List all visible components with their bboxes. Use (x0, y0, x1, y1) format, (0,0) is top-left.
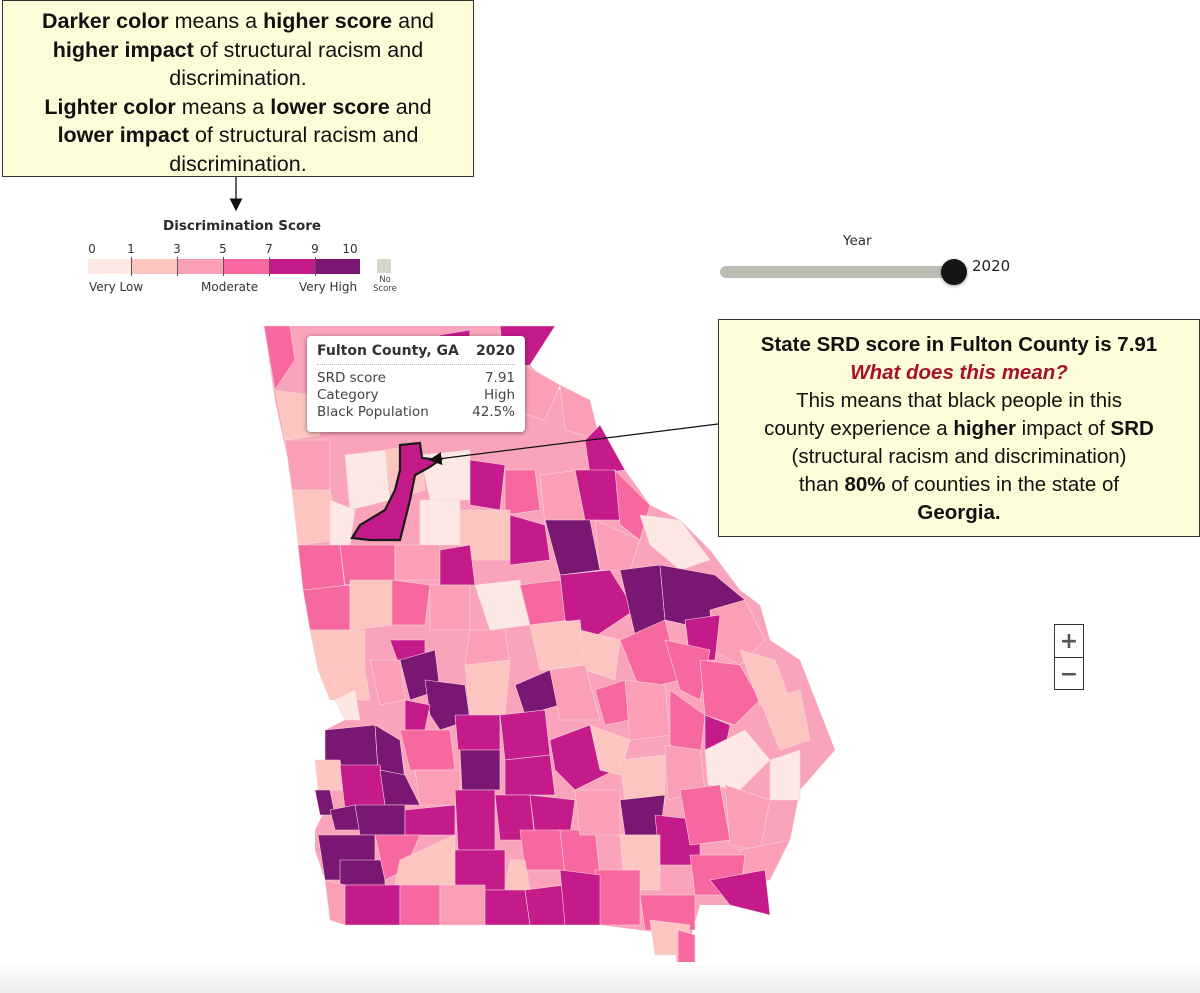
year-slider-value: 2020 (972, 257, 1011, 275)
legend-swatch-low (131, 259, 177, 274)
legend-category-very-low: Very Low (89, 280, 144, 294)
legend-swatch-high (269, 259, 315, 274)
legend-tick: 3 (173, 242, 181, 256)
tooltip-row: Black Population 42.5% (317, 404, 515, 421)
callout-bold: SRD (1110, 417, 1154, 440)
tooltip-value: 7.91 (484, 370, 515, 386)
legend-tick: 5 (219, 242, 227, 256)
callout-text: of structural racism and (189, 123, 419, 147)
tooltip-header: Fulton County, GA 2020 (317, 343, 515, 365)
callout-bold: Georgia. (917, 501, 1001, 524)
callout-text: than (798, 473, 845, 496)
legend-title: Discrimination Score (163, 218, 322, 234)
legend-tick-mark (177, 257, 178, 276)
legend-tick-mark (315, 257, 316, 276)
tooltip-year: 2020 (476, 343, 515, 359)
legend-swatch-very-high (315, 259, 360, 274)
county-tooltip: Fulton County, GA 2020 SRD score 7.91 Ca… (307, 336, 525, 432)
info-pointer-arrow (428, 423, 719, 465)
tooltip-county-name: Fulton County, GA (317, 343, 459, 359)
tooltip-value: High (483, 387, 515, 403)
tooltip-row: Category High (317, 387, 515, 404)
callout-text: means a (168, 9, 264, 33)
callout-text: and (389, 94, 432, 119)
callout-text: This means that black people in this (796, 389, 1122, 412)
legend-tick: 1 (127, 242, 135, 256)
tooltip-label: Category (317, 387, 379, 403)
callout-bold: higher (953, 417, 1016, 440)
year-slider-title: Year (843, 233, 872, 249)
callout-bold: Darker color (42, 9, 169, 33)
year-slider-track[interactable] (720, 266, 956, 278)
tooltip-label: SRD score (317, 370, 386, 386)
legend-tick: 7 (265, 242, 273, 256)
legend-category-moderate: Moderate (201, 280, 259, 294)
legend-tick-mark (269, 257, 270, 276)
callout-bold: Lighter color (44, 94, 176, 119)
legend-category-very-high: Very High (299, 280, 358, 294)
zoom-in-button[interactable]: + (1059, 628, 1079, 654)
callout-bold: lower score (270, 94, 390, 119)
legend-swatch-very-low (88, 259, 131, 274)
legend-swatch-moderate (223, 259, 269, 274)
bottom-shadow (0, 962, 1200, 993)
callout-text: impact of (1015, 417, 1111, 440)
tooltip-label: Black Population (317, 404, 429, 420)
legend-no-score-label: No Score (373, 275, 397, 294)
county-fills (263, 325, 811, 986)
callout-question: What does this mean? (850, 361, 1068, 384)
legend-swatch-no-score (377, 259, 391, 273)
callout-text: of counties in the state of (885, 473, 1120, 496)
callout-text: (structural racism and discrimination) (791, 445, 1127, 468)
legend-tick: 9 (311, 242, 319, 256)
legend-swatch-moderate-low (177, 259, 223, 274)
tooltip-row: SRD score 7.91 (317, 370, 515, 387)
legend-explanation-callout: Darker color means a higher score and hi… (2, 0, 474, 177)
callout-bold: lower impact (57, 123, 189, 147)
legend-tick: 0 (88, 242, 96, 256)
legend-tick-mark (223, 257, 224, 276)
zoom-out-button[interactable]: − (1055, 657, 1083, 690)
tooltip-value: 42.5% (472, 404, 515, 420)
callout-bold: 80% (844, 473, 886, 496)
score-explanation-callout: State SRD score in Fulton County is 7.91… (718, 319, 1200, 537)
legend-tick-mark (131, 257, 132, 276)
year-slider-thumb[interactable] (941, 259, 967, 285)
legend-tick: 10 (342, 242, 358, 256)
callout-text: discrimination. (169, 66, 307, 90)
callout-text: county experience a (764, 417, 954, 440)
callout-text: discrimination. (169, 151, 307, 176)
callout-bold: higher impact (52, 37, 194, 62)
callout-heading: State SRD score in Fulton County is 7.91 (760, 333, 1158, 356)
map-zoom-controls: + − (1054, 624, 1084, 690)
callout-text: of structural racism and (193, 37, 424, 62)
callout-text: means a (175, 94, 271, 119)
callout-bold: higher score (263, 9, 393, 33)
callout-text: and (392, 9, 434, 33)
